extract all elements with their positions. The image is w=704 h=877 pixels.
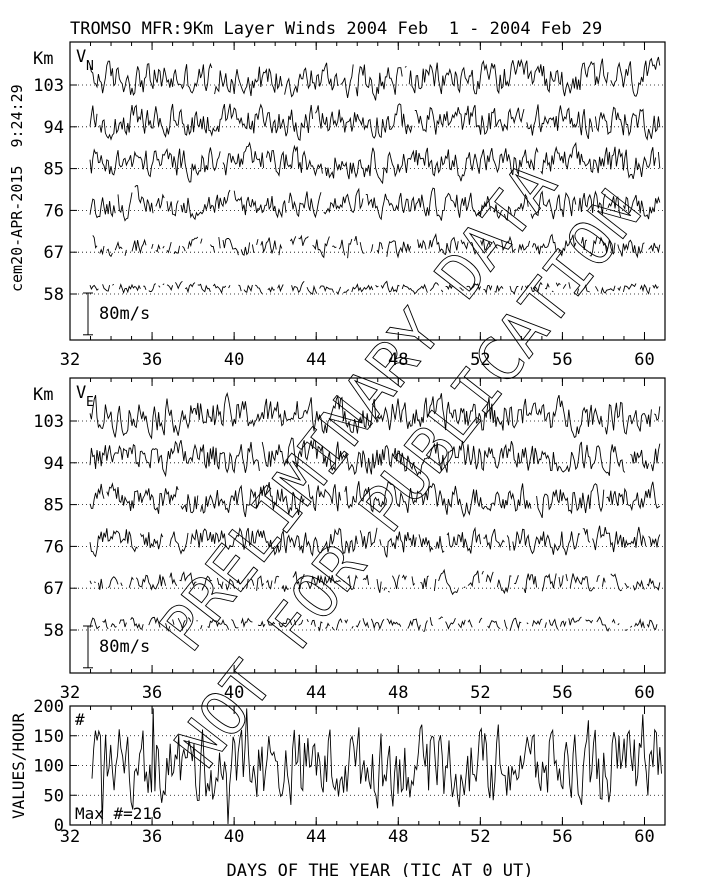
component-label: V [76,47,86,67]
x-tick-label: 32 [60,827,80,847]
y-tick-label: 94 [44,454,64,474]
values-per-hour-panel: 200 150 100 50 0 VALUES/HOUR # Max #=216 32 36 40 4… [9,697,666,847]
x-tick-label: 32 [60,683,80,703]
wind-trace-line [89,392,661,440]
y-tick-label: 0 [54,816,64,836]
y-tick-label: 67 [44,243,64,263]
x-tick-label: 52 [470,683,490,703]
y-tick-label: 76 [44,537,64,557]
y-tick-label: 85 [44,496,64,516]
v-north-panel: Km V N 103 94 85 76 67 58 80m/s 32 36 40 44 48 52 56 60 [33,41,666,370]
values-per-hour-line [91,708,662,825]
plot-frame [69,377,666,674]
y-tick-label: 76 [44,201,64,221]
figure-title: TROMSO MFR:9Km Layer Winds 2004 Feb 1 - … [70,19,602,39]
x-tick-label: 32 [60,350,80,370]
x-tick-label: 56 [552,683,572,703]
component-subscript: E [86,395,94,410]
x-tick-label: 48 [388,350,408,370]
x-tick-label: 60 [634,350,654,370]
x-tick-label: 44 [306,827,326,847]
x-tick-label: 60 [634,827,654,847]
x-tick-label: 56 [552,827,572,847]
y-tick-label: 103 [33,412,64,432]
scale-bar-label: 80m/s [99,304,150,324]
x-tick-label: 40 [224,827,244,847]
x-tick-label: 56 [552,350,572,370]
scale-bar-label: 80m/s [99,637,150,657]
plot-frame [69,41,666,341]
y-tick-label: 58 [44,285,64,305]
wind-trace-line [89,480,661,519]
x-tick-label: 40 [224,683,244,703]
x-tick-label: 36 [142,827,162,847]
y-tick-label: 100 [33,757,64,777]
x-tick-label: 52 [470,350,490,370]
y-tick-label: 85 [44,160,64,180]
wind-trace-line [89,280,659,295]
y-tick-label: 103 [33,76,64,96]
x-tick-label: 60 [634,683,654,703]
y-axis-unit-label: Km [33,385,53,405]
y-tick-label: 50 [44,786,64,806]
max-count-label: Max #=216 [75,804,162,823]
wind-trace-line [89,185,661,222]
x-tick-label: 36 [142,683,162,703]
wind-trace-line [89,56,661,101]
wind-trace-line [89,437,661,478]
y-tick-label: 150 [33,727,64,747]
y-tick-label: 94 [44,118,64,138]
y-tick-label: 67 [44,579,64,599]
wind-trace-line [89,103,661,141]
wind-trace-line [92,232,661,259]
component-subscript: N [86,59,94,74]
component-label: V [76,383,86,403]
x-tick-label: 36 [142,350,162,370]
x-axis-label: DAYS OF THE YEAR (TIC AT 0 UT) [226,861,533,877]
v-east-panel: Km V E 103 94 85 76 67 58 80m/s 32 36 40 44 48 52 56 60 [33,377,666,703]
y-tick-label: 58 [44,621,64,641]
x-tick-label: 52 [470,827,490,847]
wind-trace-line [89,568,661,596]
x-tick-label: 44 [306,350,326,370]
wind-trace-line [89,525,661,558]
count-symbol: # [75,710,85,729]
y-axis-label: VALUES/HOUR [9,713,28,819]
wind-trace-line [89,141,661,185]
x-tick-label: 44 [306,683,326,703]
x-tick-label: 48 [388,683,408,703]
run-stamp-label: cem20-APR-2015 9:24:29 [8,84,26,292]
x-tick-label: 48 [388,827,408,847]
x-tick-label: 40 [224,350,244,370]
y-tick-label: 200 [33,697,64,717]
y-axis-unit-label: Km [33,49,53,69]
